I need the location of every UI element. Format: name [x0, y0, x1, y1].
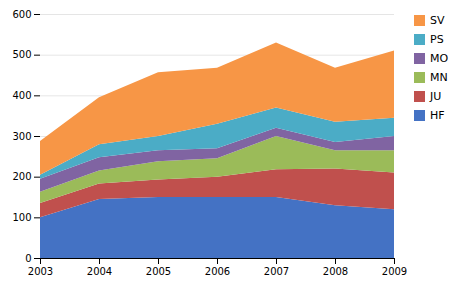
html-text:SV: SV: [430, 14, 445, 27]
svg-text:2007: 2007: [264, 266, 289, 277]
svg-text:2005: 2005: [146, 266, 171, 277]
svg-text:2004: 2004: [87, 266, 112, 277]
svg-text:300: 300: [12, 131, 31, 142]
svg-text:2009: 2009: [382, 266, 407, 277]
svg-text:2003: 2003: [28, 266, 53, 277]
svg-text:400: 400: [12, 90, 31, 101]
html-text:PS: PS: [430, 33, 444, 46]
svg-text:100: 100: [12, 212, 31, 223]
html-text:MN: MN: [430, 71, 448, 84]
svg-text:0: 0: [25, 253, 31, 264]
svg-text:500: 500: [12, 49, 31, 60]
svg-text:2006: 2006: [205, 266, 230, 277]
svg-text:2008: 2008: [323, 266, 348, 277]
html-text:HF: HF: [430, 109, 445, 122]
svg-text:600: 600: [12, 9, 31, 20]
html-text:JU: JU: [430, 90, 442, 103]
html-text:MO: MO: [430, 52, 449, 65]
svg-text:200: 200: [12, 171, 31, 182]
